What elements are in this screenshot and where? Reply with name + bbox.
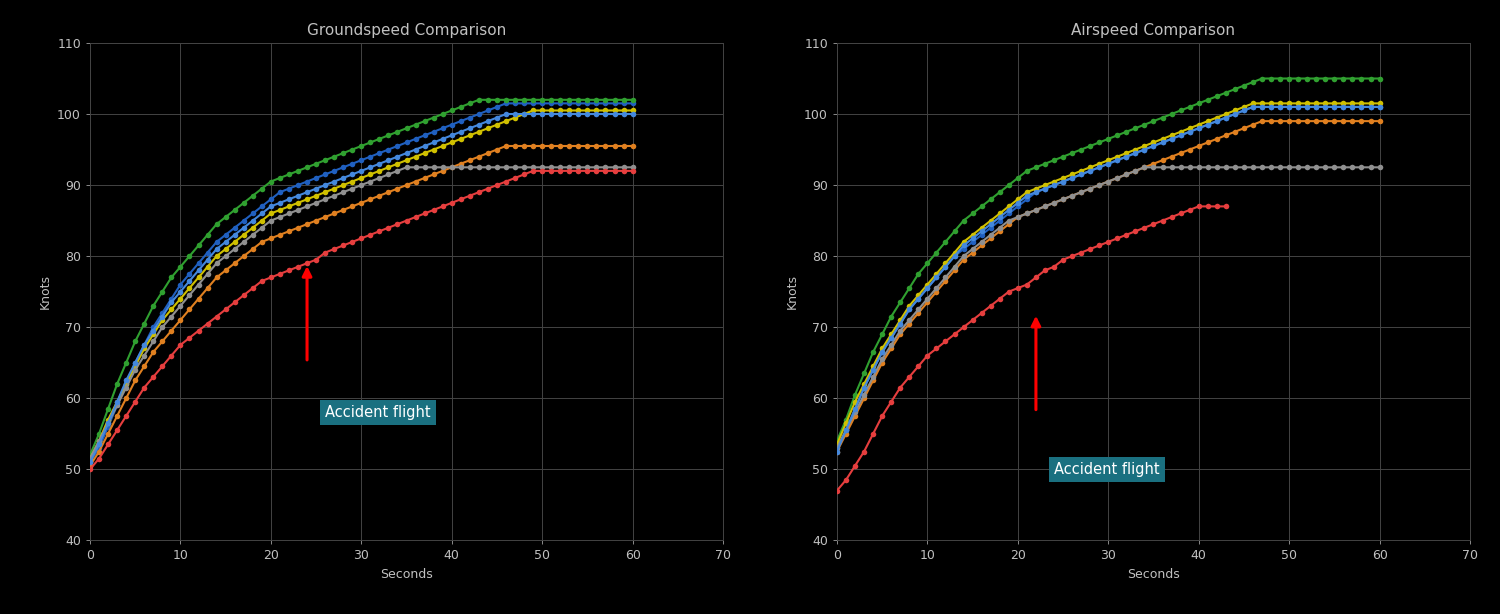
Text: Accident flight: Accident flight — [326, 405, 430, 421]
Y-axis label: Knots: Knots — [786, 274, 798, 309]
Text: Accident flight: Accident flight — [1054, 462, 1160, 477]
Title: Airspeed Comparison: Airspeed Comparison — [1071, 23, 1236, 37]
Title: Groundspeed Comparison: Groundspeed Comparison — [308, 23, 506, 37]
X-axis label: Seconds: Seconds — [380, 568, 433, 581]
X-axis label: Seconds: Seconds — [1126, 568, 1180, 581]
Y-axis label: Knots: Knots — [39, 274, 51, 309]
